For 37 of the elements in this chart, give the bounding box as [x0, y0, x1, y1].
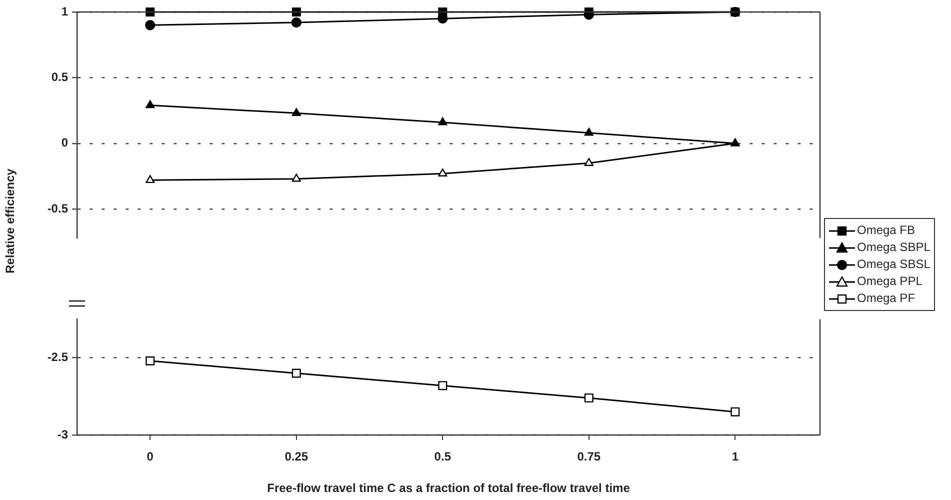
legend-label: Omega PF — [857, 290, 916, 307]
point — [438, 8, 448, 16]
point — [584, 8, 594, 16]
y-tick-label: 0 — [61, 136, 68, 150]
legend-label: Omega PPL — [857, 273, 922, 290]
point — [145, 20, 156, 30]
y-tick-label: 0.5 — [51, 70, 68, 84]
point — [146, 356, 155, 366]
point — [146, 8, 155, 16]
y-tick-label: 1 — [61, 4, 68, 18]
point — [584, 393, 594, 402]
x-tick-label: 0 — [146, 450, 154, 464]
legend-label: Omega SBPL — [857, 239, 930, 256]
y-axis-title: Relative efficiency — [3, 168, 17, 276]
point — [291, 17, 302, 28]
x-tick-label: 0.5 — [434, 450, 452, 464]
point — [292, 368, 301, 378]
point — [584, 128, 594, 136]
legend-label: Omega FB — [857, 222, 916, 239]
point — [292, 108, 301, 116]
y-tick-label: -2.5 — [47, 350, 68, 364]
x-tick-label: 0.25 — [284, 450, 308, 464]
y-tick-label: -3 — [57, 427, 68, 442]
point — [730, 407, 740, 416]
x-tick-label: 1 — [732, 450, 739, 464]
point — [146, 100, 155, 108]
point — [584, 158, 594, 166]
x-axis-title: Free-flow travel time C as a fraction of total free-flow travel time — [267, 481, 630, 496]
point — [292, 8, 301, 16]
point — [438, 168, 448, 176]
point — [146, 175, 155, 184]
point — [438, 117, 448, 126]
x-tick-label: 0.75 — [577, 450, 601, 464]
legend-label: Omega SBSL — [857, 256, 930, 273]
point — [438, 381, 448, 390]
point — [292, 174, 301, 182]
y-tick-label: -0.5 — [47, 201, 68, 216]
